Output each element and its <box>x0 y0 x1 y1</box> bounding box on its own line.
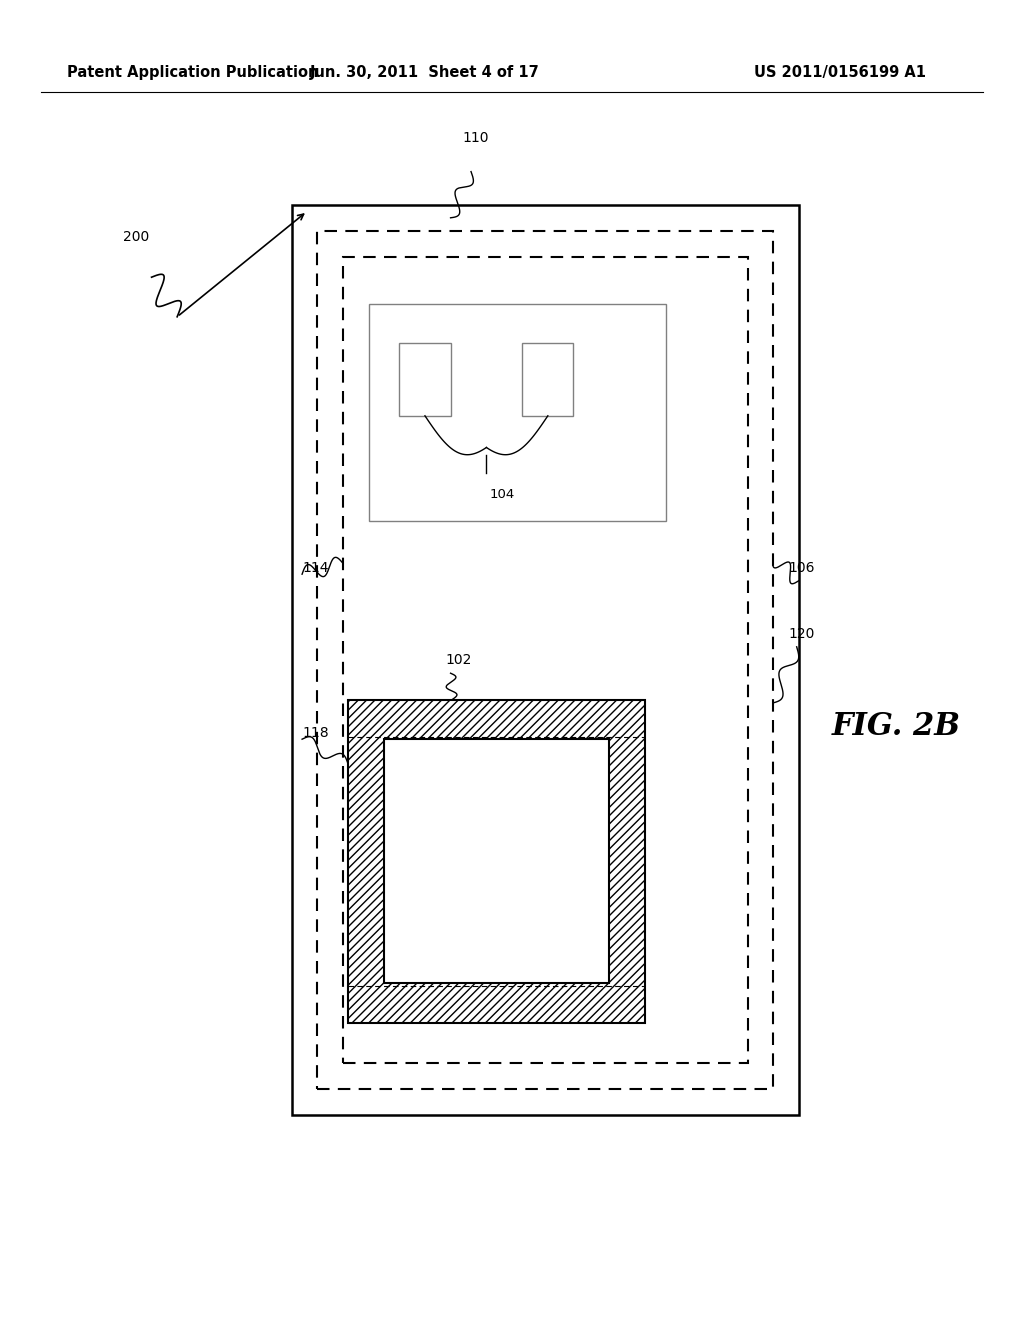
Bar <box>343 257 748 1063</box>
Text: 200: 200 <box>123 230 150 244</box>
Text: 102: 102 <box>445 653 472 667</box>
Bar <box>384 739 609 983</box>
Text: Patent Application Publication: Patent Application Publication <box>67 65 318 81</box>
Text: 106: 106 <box>788 561 815 574</box>
Bar <box>348 700 645 1023</box>
Text: 110: 110 <box>463 131 489 145</box>
Bar <box>522 343 573 416</box>
Text: FIG. 2B: FIG. 2B <box>831 710 961 742</box>
Bar <box>369 304 666 521</box>
Bar <box>317 231 773 1089</box>
Text: 120: 120 <box>788 627 815 640</box>
Text: 114: 114 <box>302 561 329 574</box>
Bar <box>292 205 799 1115</box>
Text: 118: 118 <box>302 726 329 739</box>
Text: Jun. 30, 2011  Sheet 4 of 17: Jun. 30, 2011 Sheet 4 of 17 <box>310 65 540 81</box>
Text: 104: 104 <box>489 488 514 502</box>
Text: US 2011/0156199 A1: US 2011/0156199 A1 <box>754 65 926 81</box>
Bar <box>399 343 451 416</box>
